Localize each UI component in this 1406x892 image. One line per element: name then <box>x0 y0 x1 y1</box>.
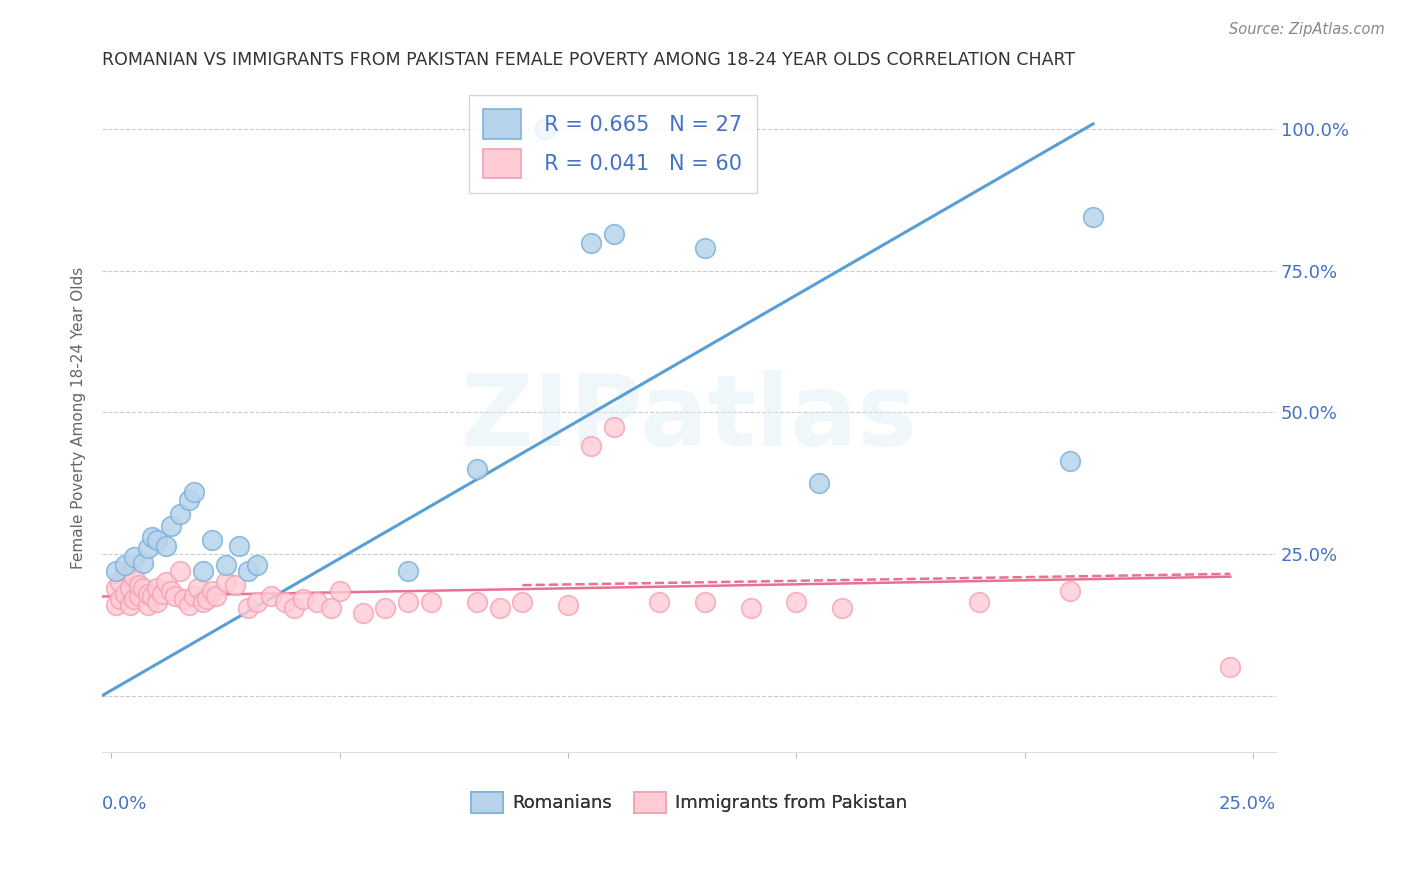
Point <box>693 595 716 609</box>
Point <box>274 595 297 609</box>
Point <box>603 227 626 242</box>
Point <box>122 592 145 607</box>
Point <box>214 575 236 590</box>
Point <box>396 595 419 609</box>
Point <box>187 581 209 595</box>
Point <box>488 600 510 615</box>
Point <box>128 578 150 592</box>
Point <box>534 122 557 136</box>
Point <box>603 419 626 434</box>
Point <box>465 462 488 476</box>
Point <box>238 600 260 615</box>
Point <box>648 595 671 609</box>
Point <box>104 598 127 612</box>
Point <box>159 583 181 598</box>
Point <box>169 508 191 522</box>
Point <box>183 590 205 604</box>
Point <box>1083 210 1105 224</box>
Point <box>808 476 831 491</box>
Point <box>146 533 169 547</box>
Point <box>132 581 155 595</box>
Point <box>319 600 342 615</box>
Text: 25.0%: 25.0% <box>1219 795 1277 813</box>
Point <box>165 590 187 604</box>
Point <box>831 600 853 615</box>
Point <box>132 556 155 570</box>
Point <box>118 581 141 595</box>
Point <box>396 564 419 578</box>
Point <box>329 583 352 598</box>
Point <box>114 558 136 573</box>
Point <box>173 592 195 607</box>
Text: ZIPatlas: ZIPatlas <box>461 369 918 467</box>
Point <box>150 587 173 601</box>
Point <box>110 575 132 590</box>
Point <box>159 518 181 533</box>
Point <box>967 595 990 609</box>
Point <box>374 600 396 615</box>
Point <box>191 595 214 609</box>
Point <box>136 541 159 556</box>
Point <box>420 595 443 609</box>
Point <box>155 575 177 590</box>
Point <box>512 595 534 609</box>
Y-axis label: Female Poverty Among 18-24 Year Olds: Female Poverty Among 18-24 Year Olds <box>72 267 86 569</box>
Point <box>246 595 269 609</box>
Point <box>104 581 127 595</box>
Point <box>114 564 136 578</box>
Point <box>128 590 150 604</box>
Point <box>224 578 246 592</box>
Point <box>283 600 305 615</box>
Point <box>579 235 602 250</box>
Point <box>214 558 236 573</box>
Point <box>155 539 177 553</box>
Point <box>1059 453 1081 467</box>
Point <box>177 493 200 508</box>
Point <box>246 558 269 573</box>
Point <box>195 592 218 607</box>
Legend: Romanians, Immigrants from Pakistan: Romanians, Immigrants from Pakistan <box>464 785 915 820</box>
Point <box>260 590 283 604</box>
Point <box>205 590 228 604</box>
Text: ROMANIAN VS IMMIGRANTS FROM PAKISTAN FEMALE POVERTY AMONG 18-24 YEAR OLDS CORREL: ROMANIAN VS IMMIGRANTS FROM PAKISTAN FEM… <box>103 51 1076 69</box>
Point <box>122 569 145 583</box>
Point <box>201 533 224 547</box>
Point <box>228 539 250 553</box>
Point <box>118 598 141 612</box>
Text: Source: ZipAtlas.com: Source: ZipAtlas.com <box>1229 22 1385 37</box>
Point <box>693 241 716 255</box>
Point <box>740 600 762 615</box>
Text: 0.0%: 0.0% <box>103 795 148 813</box>
Point <box>104 564 127 578</box>
Point <box>136 598 159 612</box>
Point <box>305 595 328 609</box>
Point <box>292 592 315 607</box>
Point <box>465 595 488 609</box>
Point <box>141 530 163 544</box>
Point <box>352 607 374 621</box>
Point <box>169 564 191 578</box>
Point <box>191 564 214 578</box>
Point <box>201 583 224 598</box>
Point <box>146 581 169 595</box>
Point <box>785 595 807 609</box>
Point <box>238 564 260 578</box>
Point <box>136 587 159 601</box>
Point <box>183 484 205 499</box>
Point <box>1219 660 1241 674</box>
Point <box>114 587 136 601</box>
Point <box>141 590 163 604</box>
Point <box>110 592 132 607</box>
Point <box>579 440 602 454</box>
Point <box>177 598 200 612</box>
Point <box>1059 583 1081 598</box>
Point <box>557 598 579 612</box>
Point <box>146 595 169 609</box>
Point <box>122 549 145 564</box>
